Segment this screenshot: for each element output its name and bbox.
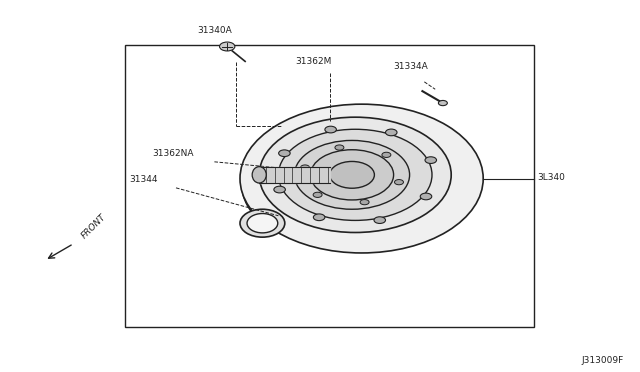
- Circle shape: [438, 100, 447, 106]
- Ellipse shape: [242, 135, 334, 230]
- Text: FRONT: FRONT: [80, 212, 108, 241]
- Text: 31340A: 31340A: [197, 26, 232, 35]
- Ellipse shape: [274, 186, 285, 193]
- Ellipse shape: [420, 193, 432, 200]
- Text: 3L340: 3L340: [538, 173, 566, 182]
- Ellipse shape: [394, 180, 403, 185]
- Ellipse shape: [278, 150, 290, 157]
- Ellipse shape: [310, 150, 394, 200]
- Ellipse shape: [382, 152, 391, 157]
- Text: 31344: 31344: [130, 175, 158, 184]
- Ellipse shape: [240, 104, 483, 253]
- FancyBboxPatch shape: [125, 45, 534, 327]
- Text: J313009F: J313009F: [582, 356, 624, 365]
- Ellipse shape: [374, 217, 385, 224]
- Ellipse shape: [335, 145, 344, 150]
- Ellipse shape: [325, 126, 337, 133]
- Ellipse shape: [425, 157, 436, 163]
- Circle shape: [220, 42, 235, 51]
- Text: 31362M: 31362M: [296, 57, 332, 66]
- Ellipse shape: [294, 140, 410, 209]
- Ellipse shape: [313, 192, 322, 198]
- Ellipse shape: [278, 129, 432, 220]
- Ellipse shape: [330, 161, 374, 188]
- Text: 31362NA: 31362NA: [152, 149, 193, 158]
- Ellipse shape: [314, 214, 325, 221]
- Ellipse shape: [301, 165, 310, 170]
- Ellipse shape: [247, 214, 278, 233]
- Text: 31334A: 31334A: [394, 62, 428, 71]
- Ellipse shape: [360, 199, 369, 205]
- Ellipse shape: [240, 209, 285, 237]
- Ellipse shape: [252, 167, 266, 183]
- Ellipse shape: [385, 129, 397, 136]
- Ellipse shape: [259, 117, 451, 232]
